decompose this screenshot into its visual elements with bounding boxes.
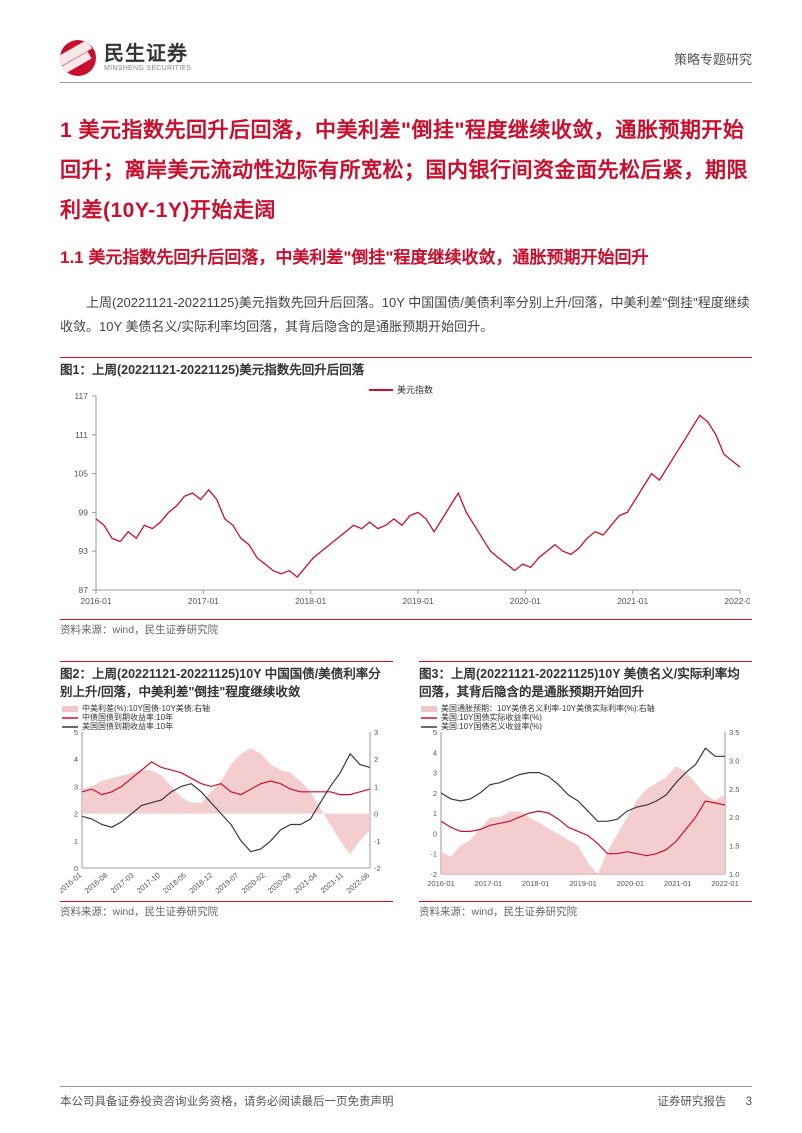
svg-text:2: 2 (374, 755, 378, 764)
svg-text:2018-05: 2018-05 (161, 871, 188, 894)
svg-text:-2: -2 (374, 864, 381, 873)
svg-text:2022-01: 2022-01 (711, 879, 739, 888)
svg-text:2.5: 2.5 (729, 785, 739, 794)
svg-text:117: 117 (74, 391, 88, 401)
svg-text:美国:10Y国债名义收益率(%): 美国:10Y国债名义收益率(%) (441, 721, 542, 731)
svg-text:美元指数: 美元指数 (397, 384, 433, 395)
svg-text:2021-04: 2021-04 (292, 871, 319, 894)
figure-1: 图1：上周(20221121-20221125)美元指数先回升后回落 87 93 9… (60, 357, 752, 637)
body-paragraph: 上周(20221121-20221125)美元指数先回升后回落。10Y 中国国债… (60, 291, 752, 339)
svg-text:2020-01: 2020-01 (510, 596, 541, 606)
svg-text:3: 3 (74, 782, 78, 791)
fig1-chart: 87 93 99 105 111 117 2016-01 2017-01 2018-01 2019… (60, 382, 750, 612)
fig2-chart: 中美利差(%):10Y国债-10Y美债:右轴中债国债到期收益率:10年美国国债到… (60, 704, 392, 894)
figure-2: 图2：上周(20221121-20221125)10Y 中国国债/美债利率分别上… (60, 661, 393, 920)
svg-text:0: 0 (433, 829, 437, 838)
svg-text:2020-01: 2020-01 (617, 879, 645, 888)
svg-text:2.0: 2.0 (729, 813, 739, 822)
svg-text:2017-01: 2017-01 (475, 879, 503, 888)
svg-text:3: 3 (374, 728, 378, 737)
svg-text:3.0: 3.0 (729, 756, 739, 765)
fig3-chart: 美国通胀预期：10Y美债名义利率-10Y美债实际利率(%):右轴美国:10Y国债… (419, 704, 751, 894)
svg-text:2021-11: 2021-11 (319, 871, 345, 894)
svg-text:87: 87 (79, 585, 89, 595)
fig2-source: 资料来源：wind，民生证券研究院 (60, 901, 393, 919)
svg-text:0: 0 (374, 810, 378, 819)
svg-text:3: 3 (433, 769, 437, 778)
svg-text:111: 111 (75, 429, 88, 439)
svg-text:1: 1 (433, 809, 437, 818)
svg-text:99: 99 (79, 507, 89, 517)
svg-text:中债国债到期收益率:10年: 中债国债到期收益率:10年 (82, 712, 173, 722)
svg-text:1: 1 (374, 782, 378, 791)
footer-right: 证券研究报告 3 (657, 1093, 752, 1109)
brand-name-en: MINSHENG SECURITIES (104, 65, 191, 73)
svg-text:2019-01: 2019-01 (569, 879, 597, 888)
footer-divider (60, 1086, 752, 1087)
logo-icon (60, 40, 96, 76)
svg-text:美国:10Y国债实际收益率(%): 美国:10Y国债实际收益率(%) (441, 712, 542, 722)
page-footer: 本公司具备证券投资咨询业务资格，请务必阅读最后一页免责声明 证券研究报告 3 (0, 1086, 802, 1109)
figure-3: 图3：上周(20221121-20221125)10Y 美债名义/实际利率均回落… (419, 661, 752, 920)
svg-text:2017-01: 2017-01 (188, 596, 219, 606)
svg-text:2: 2 (433, 789, 437, 798)
svg-text:2021-01: 2021-01 (664, 879, 692, 888)
svg-text:2019-01: 2019-01 (402, 596, 433, 606)
svg-text:2019-07: 2019-07 (214, 871, 241, 894)
svg-text:美国通胀预期：10Y美债名义利率-10Y美债实际利率(%):: 美国通胀预期：10Y美债名义利率-10Y美债实际利率(%):右轴 (441, 704, 655, 713)
svg-text:2018-01: 2018-01 (295, 596, 326, 606)
svg-text:2016-01: 2016-01 (80, 596, 111, 606)
fig1-source: 资料来源：wind，民生证券研究院 (60, 619, 752, 637)
page-header: 民生证券 MINSHENG SECURITIES 策略专题研究 (60, 40, 752, 76)
svg-text:-2: -2 (430, 870, 437, 879)
fig3-title: 图3：上周(20221121-20221125)10Y 美债名义/实际利率均回落… (419, 661, 752, 703)
brand-name-cn: 民生证券 (104, 43, 191, 65)
svg-text:2020-02: 2020-02 (240, 871, 267, 894)
svg-text:2022-01: 2022-01 (724, 596, 750, 606)
svg-text:2021-01: 2021-01 (617, 596, 648, 606)
svg-text:93: 93 (79, 546, 89, 556)
subsection-1-1-title: 1.1 美元指数先回升后回落，中美利差"倒挂"程度继续收敛，通胀预期开始回升 (60, 241, 752, 275)
svg-text:2: 2 (74, 810, 78, 819)
svg-text:-1: -1 (430, 850, 437, 859)
svg-text:2016-01: 2016-01 (60, 871, 83, 894)
svg-text:5: 5 (74, 728, 78, 737)
svg-text:1.5: 1.5 (729, 842, 739, 851)
fig1-title: 图1：上周(20221121-20221125)美元指数先回升后回落 (60, 357, 752, 380)
header-divider (60, 82, 752, 83)
svg-text:2018-12: 2018-12 (187, 871, 214, 894)
svg-text:2017-10: 2017-10 (135, 871, 162, 894)
page-number: 3 (746, 1096, 752, 1108)
svg-text:5: 5 (433, 728, 437, 737)
svg-text:2020-09: 2020-09 (266, 871, 293, 894)
svg-text:4: 4 (74, 755, 78, 764)
svg-text:1: 1 (74, 837, 78, 846)
svg-text:3.5: 3.5 (729, 728, 739, 737)
section-1-title: 1 美元指数先回升后回落，中美利差"倒挂"程度继续收敛，通胀预期开始回升；离岸美… (60, 111, 752, 231)
fig2-title: 图2：上周(20221121-20221125)10Y 中国国债/美债利率分别上… (60, 661, 393, 703)
svg-text:105: 105 (74, 468, 88, 478)
svg-text:2016-01: 2016-01 (427, 879, 455, 888)
svg-text:-1: -1 (374, 837, 381, 846)
footer-disclaimer: 本公司具备证券投资咨询业务资格，请务必阅读最后一页免责声明 (60, 1093, 394, 1109)
brand-logo: 民生证券 MINSHENG SECURITIES (60, 40, 191, 76)
svg-text:中美利差(%):10Y国债-10Y美债:右轴: 中美利差(%):10Y国债-10Y美债:右轴 (82, 704, 210, 713)
fig3-source: 资料来源：wind，民生证券研究院 (419, 901, 752, 919)
svg-text:4: 4 (433, 748, 437, 757)
svg-text:2017-03: 2017-03 (109, 871, 136, 894)
svg-text:1.0: 1.0 (729, 870, 739, 879)
svg-text:美国国债到期收益率:10年: 美国国债到期收益率:10年 (82, 721, 173, 731)
svg-text:2022-06: 2022-06 (344, 871, 371, 894)
doc-type-label: 策略专题研究 (674, 49, 752, 68)
svg-text:2018-01: 2018-01 (522, 879, 550, 888)
svg-text:2016-08: 2016-08 (83, 871, 110, 894)
